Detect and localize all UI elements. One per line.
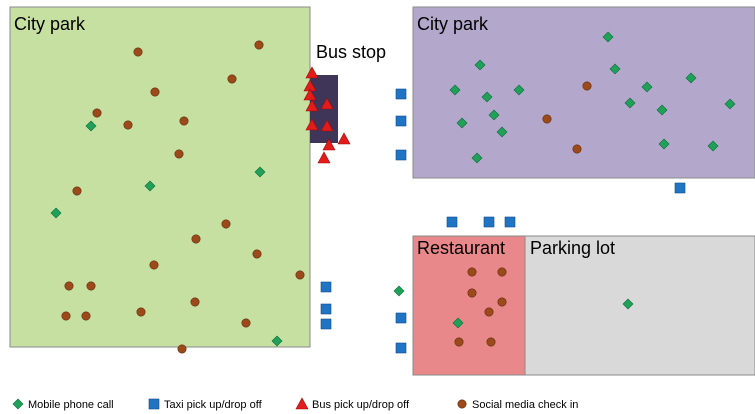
phone-call-marker: [271, 335, 283, 347]
phone-call-marker: [456, 117, 468, 129]
bus-marker: [317, 151, 331, 164]
phone-call-marker: [144, 180, 156, 192]
phone-call-marker: [471, 152, 483, 164]
check-in-marker: [497, 297, 507, 307]
phone-call-marker: [641, 81, 653, 93]
check-in-marker: [72, 186, 82, 196]
taxi-marker: [395, 88, 407, 100]
phone-call-marker: [602, 31, 614, 43]
check-in-marker: [86, 281, 96, 291]
phone-call-marker: [513, 84, 525, 96]
phone-call-marker: [481, 91, 493, 103]
check-in-marker: [241, 318, 251, 328]
check-in-marker: [81, 311, 91, 321]
check-in-marker: [61, 311, 71, 321]
phone-call-marker: [622, 298, 634, 310]
taxi-marker: [395, 149, 407, 161]
legend-label: Bus pick up/drop off: [312, 399, 410, 411]
taxi-marker: [674, 182, 686, 194]
phone-call-marker: [724, 98, 736, 110]
taxi-marker: [395, 342, 407, 354]
check-in-marker: [92, 108, 102, 118]
phone-call-marker: [452, 317, 464, 329]
check-in-marker: [467, 288, 477, 298]
check-in-marker: [191, 234, 201, 244]
check-in-marker: [582, 81, 592, 91]
taxi-marker: [320, 303, 332, 315]
taxi-marker: [483, 216, 495, 228]
phone-call-marker: [656, 104, 668, 116]
phone-call-marker: [12, 398, 24, 410]
right-park: [412, 6, 755, 179]
check-in-marker: [221, 219, 231, 229]
check-in-marker: [254, 40, 264, 50]
phone-call-marker: [658, 138, 670, 150]
taxi-marker: [320, 281, 332, 293]
check-in-marker: [252, 249, 262, 259]
legend: Mobile phone call Taxi pick up/drop off Bu…: [12, 397, 578, 411]
phone-call-marker: [496, 126, 508, 138]
taxi-marker: [504, 216, 516, 228]
bus-marker: [305, 66, 319, 79]
check-in-marker: [454, 337, 464, 347]
bus-marker: [305, 99, 319, 112]
phone-call-marker: [624, 97, 636, 109]
phone-call-marker: [85, 120, 97, 132]
left-park: [9, 6, 311, 348]
check-in-marker: [295, 270, 305, 280]
check-in-marker: [572, 144, 582, 154]
bus-marker: [303, 88, 317, 101]
check-in-marker: [457, 399, 467, 409]
region-label: City park: [14, 14, 86, 34]
phone-call-marker: [449, 84, 461, 96]
phone-call-marker: [707, 140, 719, 152]
legend-label: Social media check in: [472, 399, 578, 411]
taxi-marker: [320, 318, 332, 330]
region-label: Parking lot: [530, 238, 615, 258]
region-label: Restaurant: [417, 238, 505, 258]
taxi-marker: [395, 115, 407, 127]
check-in-marker: [486, 337, 496, 347]
check-in-marker: [64, 281, 74, 291]
region-label: Bus stop: [316, 42, 386, 62]
check-in-marker: [136, 307, 146, 317]
parking-area: [524, 235, 755, 376]
check-in-marker: [227, 74, 237, 84]
check-in-marker: [190, 297, 200, 307]
bus-marker: [305, 118, 319, 131]
check-in-marker: [133, 47, 143, 57]
phone-call-marker: [50, 207, 62, 219]
markers: [50, 31, 736, 354]
phone-call-marker: [609, 63, 621, 75]
phone-call-marker: [685, 72, 697, 84]
region-label: City park: [417, 14, 489, 34]
check-in-marker: [179, 116, 189, 126]
phone-call-marker: [474, 59, 486, 71]
bus-marker: [320, 97, 334, 110]
taxi-marker: [395, 312, 407, 324]
legend-label: Mobile phone call: [28, 399, 114, 411]
check-in-marker: [174, 149, 184, 159]
check-in-marker: [149, 260, 159, 270]
check-in-marker: [177, 344, 187, 354]
check-in-marker: [542, 114, 552, 124]
check-in-marker: [484, 307, 494, 317]
bus-marker: [295, 397, 309, 410]
restaurant-area: [412, 235, 526, 376]
bus-marker: [320, 119, 334, 132]
taxi-marker: [148, 398, 160, 410]
check-in-marker: [150, 87, 160, 97]
phone-call-marker: [488, 109, 500, 121]
check-in-marker: [467, 267, 477, 277]
check-in-marker: [497, 267, 507, 277]
taxi-marker: [446, 216, 458, 228]
phone-call-marker: [393, 285, 405, 297]
bus-marker: [322, 138, 336, 151]
check-in-marker: [123, 120, 133, 130]
legend-label: Taxi pick up/drop off: [164, 399, 263, 411]
phone-call-marker: [254, 166, 266, 178]
bus-marker: [337, 132, 351, 145]
